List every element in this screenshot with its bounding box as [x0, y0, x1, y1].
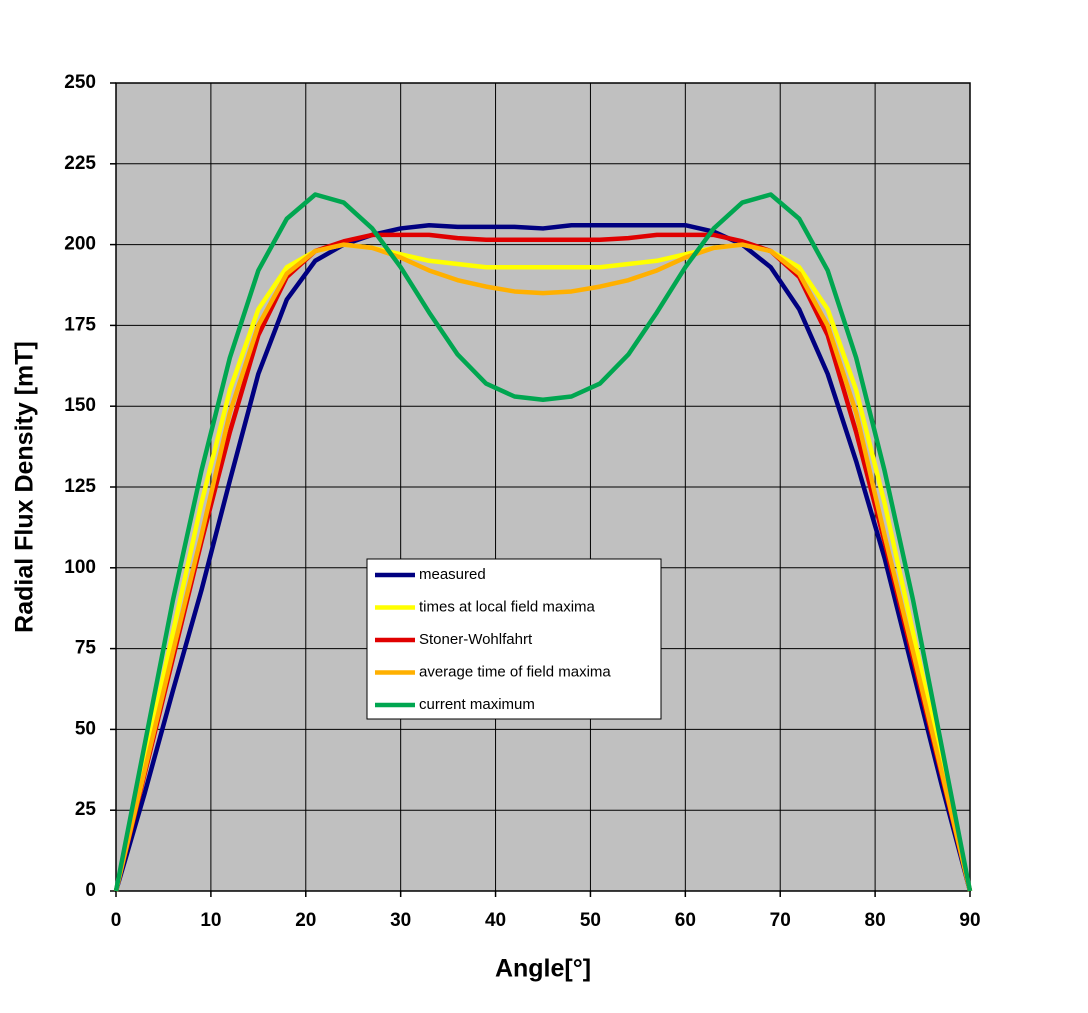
y-tick-label: 75: [75, 638, 97, 659]
x-tick-label: 30: [390, 910, 411, 931]
y-tick-label: 100: [64, 557, 96, 578]
x-tick-label: 80: [865, 910, 886, 931]
legend-label: Stoner-Wohlfahrt: [419, 631, 533, 648]
y-tick-label: 50: [75, 718, 96, 739]
x-tick-label: 50: [580, 910, 601, 931]
legend-label: average time of field maxima: [419, 663, 611, 680]
series-line: [113, 192, 973, 892]
series-line: [113, 242, 973, 892]
x-tick-label: 10: [200, 910, 221, 931]
y-tick-label: 25: [75, 799, 97, 820]
x-tick-label: 60: [675, 910, 696, 931]
legend: [366, 558, 662, 720]
y-tick-label: 200: [64, 234, 96, 255]
y-axis-title: Radial Flux Density [mT]: [11, 341, 39, 633]
x-tick-label: 90: [959, 910, 980, 931]
y-tick-label: 250: [64, 72, 96, 93]
y-tick-label: 225: [64, 153, 96, 174]
legend-label: measured: [419, 566, 486, 583]
series-line: [113, 232, 973, 892]
x-tick-label: 0: [111, 910, 122, 931]
y-tick-label: 150: [64, 395, 96, 416]
y-tick-label: 125: [64, 476, 96, 497]
y-tick-label: 0: [85, 880, 96, 901]
legend-label: times at local field maxima: [419, 598, 596, 615]
x-tick-label: 40: [485, 910, 506, 931]
series-line: [113, 242, 973, 892]
x-tick-label: 20: [295, 910, 316, 931]
x-axis-title: Angle[°]: [495, 955, 591, 983]
series-line: [113, 222, 973, 892]
x-tick-label: 70: [770, 910, 791, 931]
legend-label: current maximum: [419, 696, 535, 713]
y-tick-label: 175: [64, 314, 96, 335]
